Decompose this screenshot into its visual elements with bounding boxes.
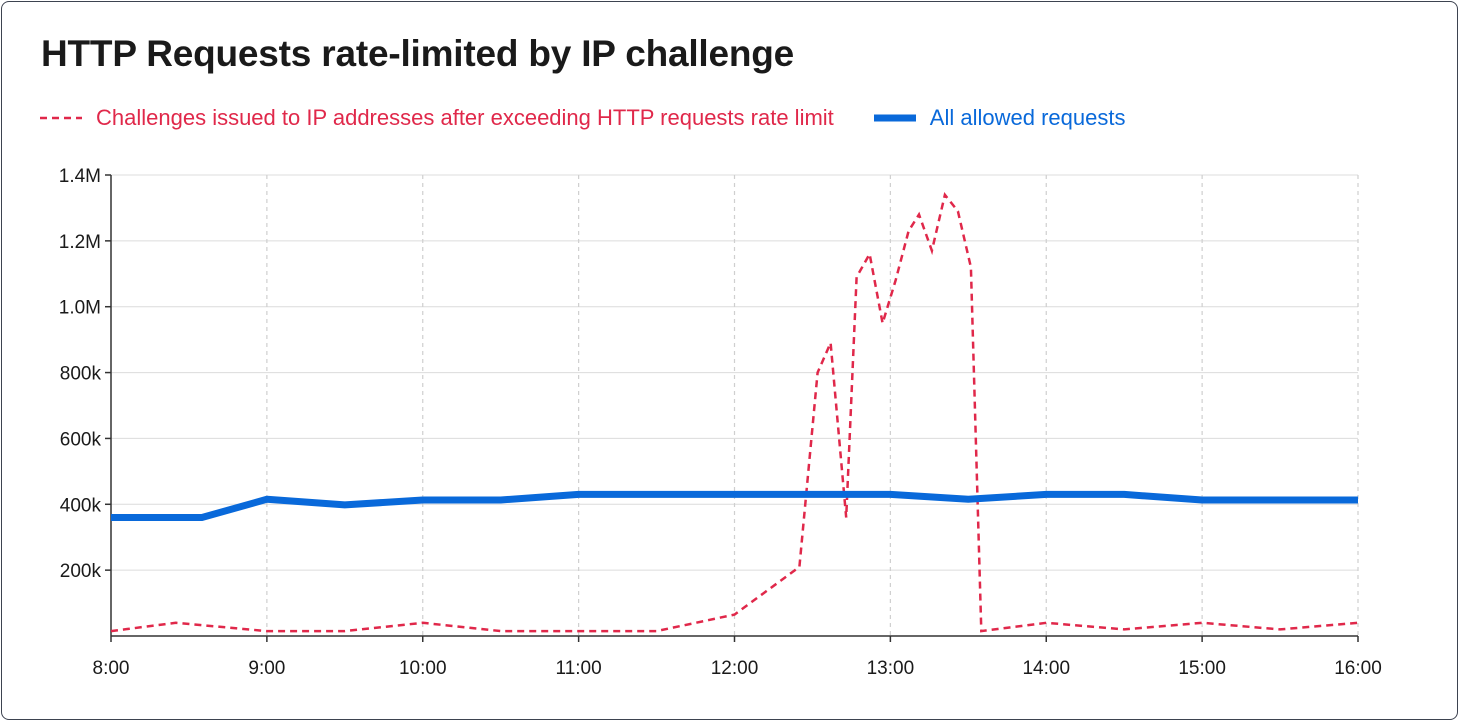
y-tick-label: 1.2M <box>59 232 101 253</box>
y-tick-label: 200k <box>60 561 102 582</box>
legend-item-allowed[interactable]: All allowed requests <box>873 105 1126 131</box>
y-tick-label: 800k <box>60 364 102 385</box>
y-tick-label: 600k <box>60 429 102 450</box>
y-tick-label: 1.4M <box>59 166 101 187</box>
y-tick-label: 1.0M <box>59 298 101 319</box>
x-tick-label: 10:00 <box>399 658 447 679</box>
legend-swatch-challenges <box>40 116 82 120</box>
y-tick-label: 400k <box>60 495 102 516</box>
chart-axes <box>105 174 1359 642</box>
chart-grid <box>111 174 1359 636</box>
x-tick-label: 9:00 <box>248 658 285 679</box>
x-tick-label: 13:00 <box>867 658 915 679</box>
chart-series <box>110 191 1359 633</box>
x-tick-label: 8:00 <box>93 658 130 679</box>
legend-swatch-allowed <box>873 114 916 122</box>
x-tick-label: 14:00 <box>1022 658 1070 679</box>
legend-label-allowed: All allowed requests <box>929 105 1126 130</box>
series-line-challenges <box>110 191 1359 633</box>
x-tick-label: 11:00 <box>556 658 602 679</box>
chart-title: HTTP Requests rate-limited by IP challen… <box>41 33 795 74</box>
x-tick-label: 16:00 <box>1334 658 1382 679</box>
x-tick-label: 12:00 <box>711 658 759 679</box>
legend-label-challenges: Challenges issued to IP addresses after … <box>96 105 834 130</box>
series-line-allowed <box>111 490 1358 521</box>
legend-item-challenges[interactable]: Challenges issued to IP addresses after … <box>40 105 834 131</box>
chart-legend: Challenges issued to IP addresses after … <box>40 104 1165 132</box>
x-tick-label: 15:00 <box>1178 658 1226 679</box>
chart-tick-labels: 200k 400k 600k 800k 1.0M 1.2M 1.4M 8:00 9:00 10:0… <box>59 166 1382 679</box>
